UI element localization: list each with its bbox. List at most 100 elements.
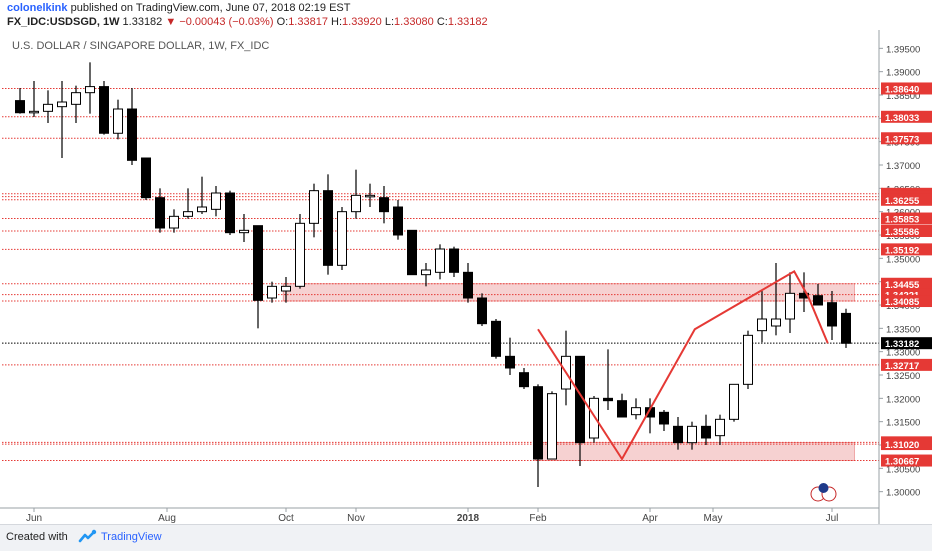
events-count-badge-icon[interactable] bbox=[818, 483, 829, 493]
price-chart[interactable]: U.S. DOLLAR / SINGAPORE DOLLAR, 1W, FX_I… bbox=[0, 30, 932, 524]
candle-body[interactable] bbox=[533, 386, 543, 460]
candle-body[interactable] bbox=[253, 225, 263, 301]
candle-body[interactable] bbox=[197, 206, 207, 213]
candle-body[interactable] bbox=[323, 190, 333, 266]
candle-body[interactable] bbox=[617, 400, 627, 418]
price-level-label: 1.35192 bbox=[885, 245, 919, 256]
candle-body[interactable] bbox=[743, 334, 753, 385]
y-tick-label: 1.35000 bbox=[886, 254, 920, 265]
price-level-tag bbox=[881, 212, 932, 225]
chart-pattern-line[interactable] bbox=[537, 270, 829, 461]
candle-body[interactable] bbox=[99, 86, 109, 134]
tradingview-brand-link[interactable]: TradingView bbox=[101, 531, 162, 543]
candle-body[interactable] bbox=[435, 248, 445, 273]
price-level-label: 1.32717 bbox=[885, 361, 919, 372]
candle-body[interactable] bbox=[393, 206, 403, 236]
candle-body[interactable] bbox=[57, 101, 67, 108]
y-tick-label: 1.30000 bbox=[886, 488, 920, 499]
candle-body[interactable] bbox=[505, 355, 515, 369]
candle-body[interactable] bbox=[477, 297, 487, 325]
candle-body[interactable] bbox=[211, 192, 221, 210]
publish-line: colonelkink published on TradingView.com… bbox=[7, 2, 350, 14]
price-level-tag bbox=[881, 132, 932, 145]
candle-body[interactable] bbox=[687, 425, 697, 444]
price-level-tag bbox=[881, 295, 932, 308]
candle-body[interactable] bbox=[141, 157, 151, 199]
candle-body[interactable] bbox=[407, 229, 417, 276]
candle-body[interactable] bbox=[379, 197, 389, 213]
x-tick-label: 2018 bbox=[457, 513, 480, 524]
candle-body[interactable] bbox=[113, 108, 123, 134]
candle-body[interactable] bbox=[771, 318, 781, 327]
candle-body[interactable] bbox=[715, 418, 725, 437]
candle-body[interactable] bbox=[295, 222, 305, 287]
y-tick-label: 1.31500 bbox=[886, 418, 920, 429]
candle-body[interactable] bbox=[449, 248, 459, 273]
price-level-tag bbox=[881, 277, 932, 290]
candle-body[interactable] bbox=[169, 215, 179, 229]
price-level-label: 1.30667 bbox=[885, 457, 919, 468]
candle-body[interactable] bbox=[183, 211, 193, 217]
y-tick-label: 1.39000 bbox=[886, 68, 920, 79]
candle-body[interactable] bbox=[757, 318, 767, 332]
candle-body[interactable] bbox=[813, 295, 823, 306]
candle-body[interactable] bbox=[155, 197, 165, 229]
x-tick-label: Jul bbox=[826, 513, 839, 524]
candle-body[interactable] bbox=[827, 302, 837, 327]
candle-body[interactable] bbox=[225, 192, 235, 234]
candle-body[interactable] bbox=[421, 269, 431, 276]
created-with-text: Created with bbox=[6, 531, 68, 543]
price-level-label: 1.38640 bbox=[885, 84, 919, 95]
x-tick-label: Aug bbox=[158, 513, 176, 524]
candle-body[interactable] bbox=[491, 320, 501, 357]
candle-body[interactable] bbox=[785, 292, 795, 320]
price-level-tag bbox=[881, 193, 932, 206]
close-value: 1.33182 bbox=[447, 16, 488, 28]
candle-body[interactable] bbox=[337, 211, 347, 266]
candle-body[interactable] bbox=[547, 393, 557, 460]
price-level-label: 1.35853 bbox=[885, 215, 919, 226]
candle-body[interactable] bbox=[351, 194, 361, 213]
candle-body[interactable] bbox=[267, 285, 277, 299]
y-tick-label: 1.33000 bbox=[886, 348, 920, 359]
candle-body[interactable] bbox=[15, 100, 25, 114]
x-tick-label: Feb bbox=[529, 513, 547, 524]
y-tick-label: 1.37000 bbox=[886, 161, 920, 172]
price-level-label: 1.37573 bbox=[885, 134, 919, 145]
price-change: −0.00043 (−0.03%) bbox=[179, 16, 274, 28]
candle-body[interactable] bbox=[729, 383, 739, 420]
candle-body[interactable] bbox=[631, 407, 641, 416]
author-username[interactable]: colonelkink bbox=[7, 2, 68, 14]
candle-body[interactable] bbox=[29, 110, 39, 114]
candle-body[interactable] bbox=[701, 425, 711, 439]
candle-body[interactable] bbox=[589, 397, 599, 439]
y-tick-label: 1.32500 bbox=[886, 371, 920, 382]
candle-body[interactable] bbox=[239, 229, 249, 234]
candle-body[interactable] bbox=[673, 425, 683, 444]
candle-body[interactable] bbox=[659, 411, 669, 425]
candle-body[interactable] bbox=[519, 372, 529, 388]
price-level-label: 1.34455 bbox=[885, 280, 920, 291]
footer-bar: Created with TradingView bbox=[0, 524, 932, 551]
tradingview-logo-icon[interactable] bbox=[78, 528, 98, 546]
x-tick-label: Jun bbox=[26, 513, 42, 524]
candle-body[interactable] bbox=[603, 397, 613, 402]
open-value: 1.33817 bbox=[288, 16, 328, 28]
candle-body[interactable] bbox=[43, 103, 53, 112]
candle-body[interactable] bbox=[309, 190, 319, 224]
y-tick-label: 1.30500 bbox=[886, 464, 920, 475]
candle-body[interactable] bbox=[85, 86, 95, 94]
candle-body[interactable] bbox=[127, 108, 137, 161]
published-text: published on TradingView.com, June 07, 2… bbox=[70, 2, 351, 14]
price-level-label: 1.38033 bbox=[885, 113, 919, 124]
support-resistance-zone bbox=[282, 283, 855, 302]
candle-body[interactable] bbox=[71, 92, 81, 105]
close-label: C: bbox=[436, 16, 448, 28]
candle-body[interactable] bbox=[365, 194, 375, 198]
candle-body[interactable] bbox=[281, 285, 291, 292]
candle-body[interactable] bbox=[463, 271, 473, 299]
price-level-tag bbox=[881, 438, 932, 451]
price-level-tag bbox=[881, 243, 932, 256]
y-tick-label: 1.38500 bbox=[886, 91, 920, 102]
candle-body[interactable] bbox=[841, 312, 851, 344]
